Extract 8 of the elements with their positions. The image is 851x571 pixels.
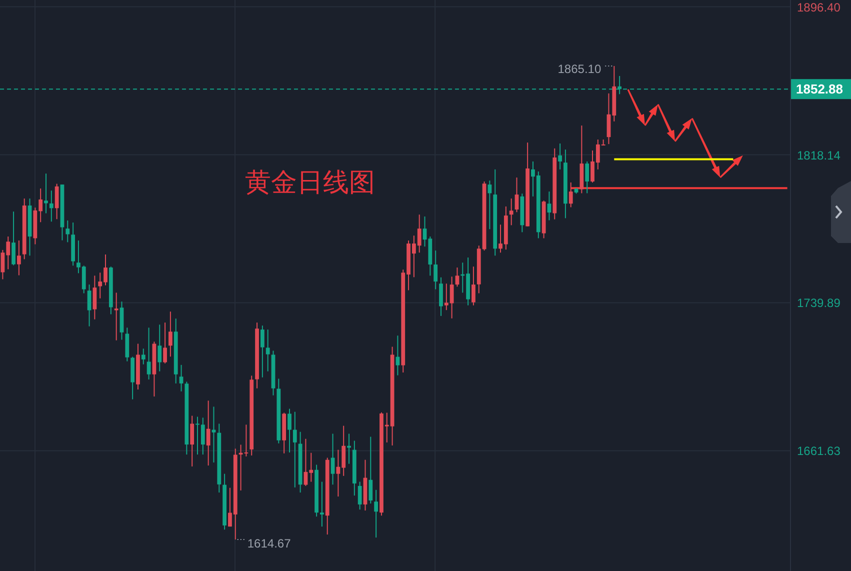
y-tick-label: 1661.63 bbox=[797, 444, 840, 458]
title: 黄金日线图 bbox=[245, 167, 375, 197]
annotation: 1614.67 bbox=[247, 536, 291, 550]
ref-line-label: 1852.88 bbox=[796, 82, 843, 97]
y-tick-label: 1739.89 bbox=[797, 296, 840, 310]
y-tick-label: 1896.40 bbox=[797, 0, 840, 14]
y-tick-label: 1818.14 bbox=[797, 148, 840, 162]
annotation: 1865.10 bbox=[558, 62, 602, 76]
